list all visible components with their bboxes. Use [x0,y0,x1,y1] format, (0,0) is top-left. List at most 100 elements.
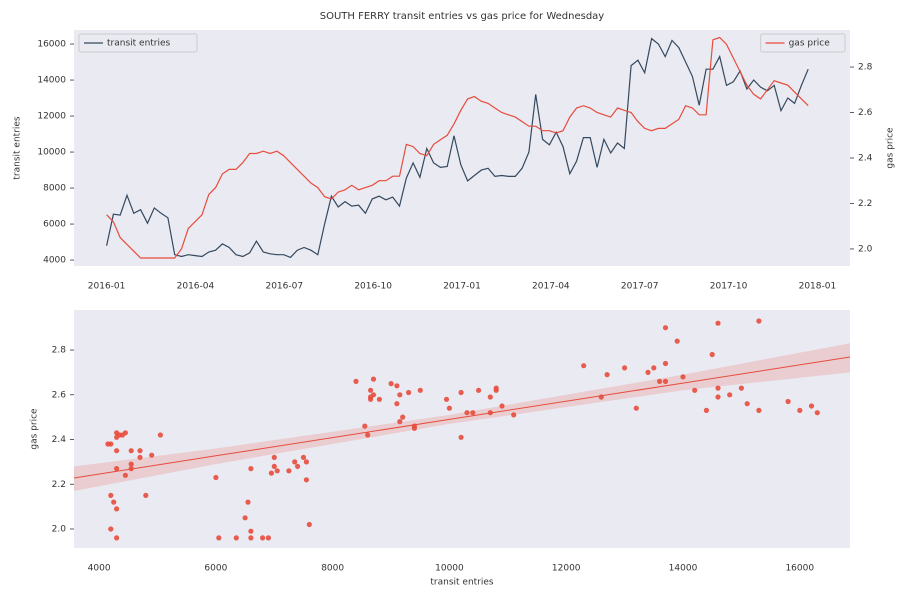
scatter-point [271,454,277,460]
y-tick-label: 2.6 [858,108,873,118]
scatter-point [114,466,120,472]
scatter-point [727,392,733,398]
y-tick-label: 2.4 [52,435,67,445]
scatter-point [394,401,400,407]
y-tick-label: 2.6 [52,390,67,400]
scatter-point [499,403,505,409]
scatter-point [271,463,277,469]
scatter-point [248,466,254,472]
scatter-point [662,360,669,367]
y-tick-label: 2.2 [52,480,66,490]
x-tick-label: 2016-10 [354,282,392,292]
scatter-point [122,472,128,478]
scatter-point [108,526,114,532]
scatter-point [808,403,815,409]
x-axis-label: transit entries [430,578,494,588]
scatter-point [756,318,762,324]
scatter-point [286,468,292,474]
scatter-point [715,385,721,391]
y-tick-label: 16000 [37,40,66,50]
scatter-point [114,434,120,440]
x-tick-label: 2016-01 [88,282,126,292]
scatter-point [715,320,721,326]
scatter-point [245,499,251,505]
scatter-point [411,423,417,429]
scatter-point [242,515,248,521]
scatter-point [114,430,120,436]
scatter-point [397,419,403,425]
scatter-point [487,410,493,416]
scatter-point [108,492,114,498]
scatter-point [756,407,762,413]
scatter-point [149,452,155,458]
scatter-point [797,407,803,413]
scatter-point [476,387,482,393]
scatter-point [122,430,128,436]
scatter-point [458,389,464,396]
scatter-point [680,374,686,380]
scatter-point [306,521,312,528]
scatter-point [137,454,143,460]
legend-label: transit entries [107,39,171,49]
x-tick-label: 16000 [785,564,814,574]
scatter-point [248,528,254,534]
scatter-point [233,535,239,541]
scatter-point [394,383,400,389]
scatter-point [268,470,274,476]
scatter-point [622,365,628,371]
plot-area [74,310,850,548]
scatter-point [303,477,309,483]
scatter-point [657,378,663,384]
scatter-point [260,535,266,541]
chart-title: SOUTH FERRY transit entries vs gas price… [320,11,605,22]
x-tick-label: 2017-01 [443,282,481,292]
y-tick-label: 14000 [37,76,66,86]
scatter-point [105,441,111,447]
x-tick-label: 10000 [435,564,464,574]
y-tick-label: 2.8 [858,63,873,73]
scatter-point [674,338,680,344]
scatter-point [295,463,301,469]
x-tick-label: 8000 [321,564,344,574]
scatter-point [446,405,452,411]
scatter-point [300,454,307,460]
scatter-point [143,492,149,498]
scatter-point [353,378,359,384]
scatter-point [662,325,669,331]
scatter-point [216,535,222,541]
legend-box [760,33,846,53]
scatter-point [511,412,517,418]
scatter-point [213,474,219,481]
scatter-point [692,387,698,393]
scatter-point [487,394,493,400]
scatter-point [464,410,470,416]
scatter-point [388,381,394,387]
y-tick-label: 10000 [37,148,66,158]
y2-axis-label: gas price [886,127,896,169]
x-tick-label: 2016-07 [265,282,303,292]
scatter-point [633,405,639,411]
scatter-point [368,396,374,402]
scatter-point [598,394,604,400]
scatter-point [362,423,368,429]
scatter-point [744,401,750,407]
legend-label: gas price [789,39,831,49]
scatter-point [368,387,374,393]
x-tick-label: 2018-01 [799,282,837,292]
x-tick-label: 6000 [204,564,227,574]
x-tick-label: 2017-04 [532,282,570,292]
scatter-point [370,376,377,382]
scatter-point [157,432,163,438]
scatter-point [111,499,117,505]
scatter-point [114,448,120,454]
scatter-point [709,351,715,358]
scatter-point [397,392,403,398]
y-tick-label: 12000 [37,112,66,122]
scatter-point [303,459,309,465]
scatter-point [114,506,120,512]
series-line [106,37,809,259]
y-axis-label: gas price [30,408,40,450]
scatter-point [470,410,476,416]
x-tick-label: 14000 [669,564,698,574]
